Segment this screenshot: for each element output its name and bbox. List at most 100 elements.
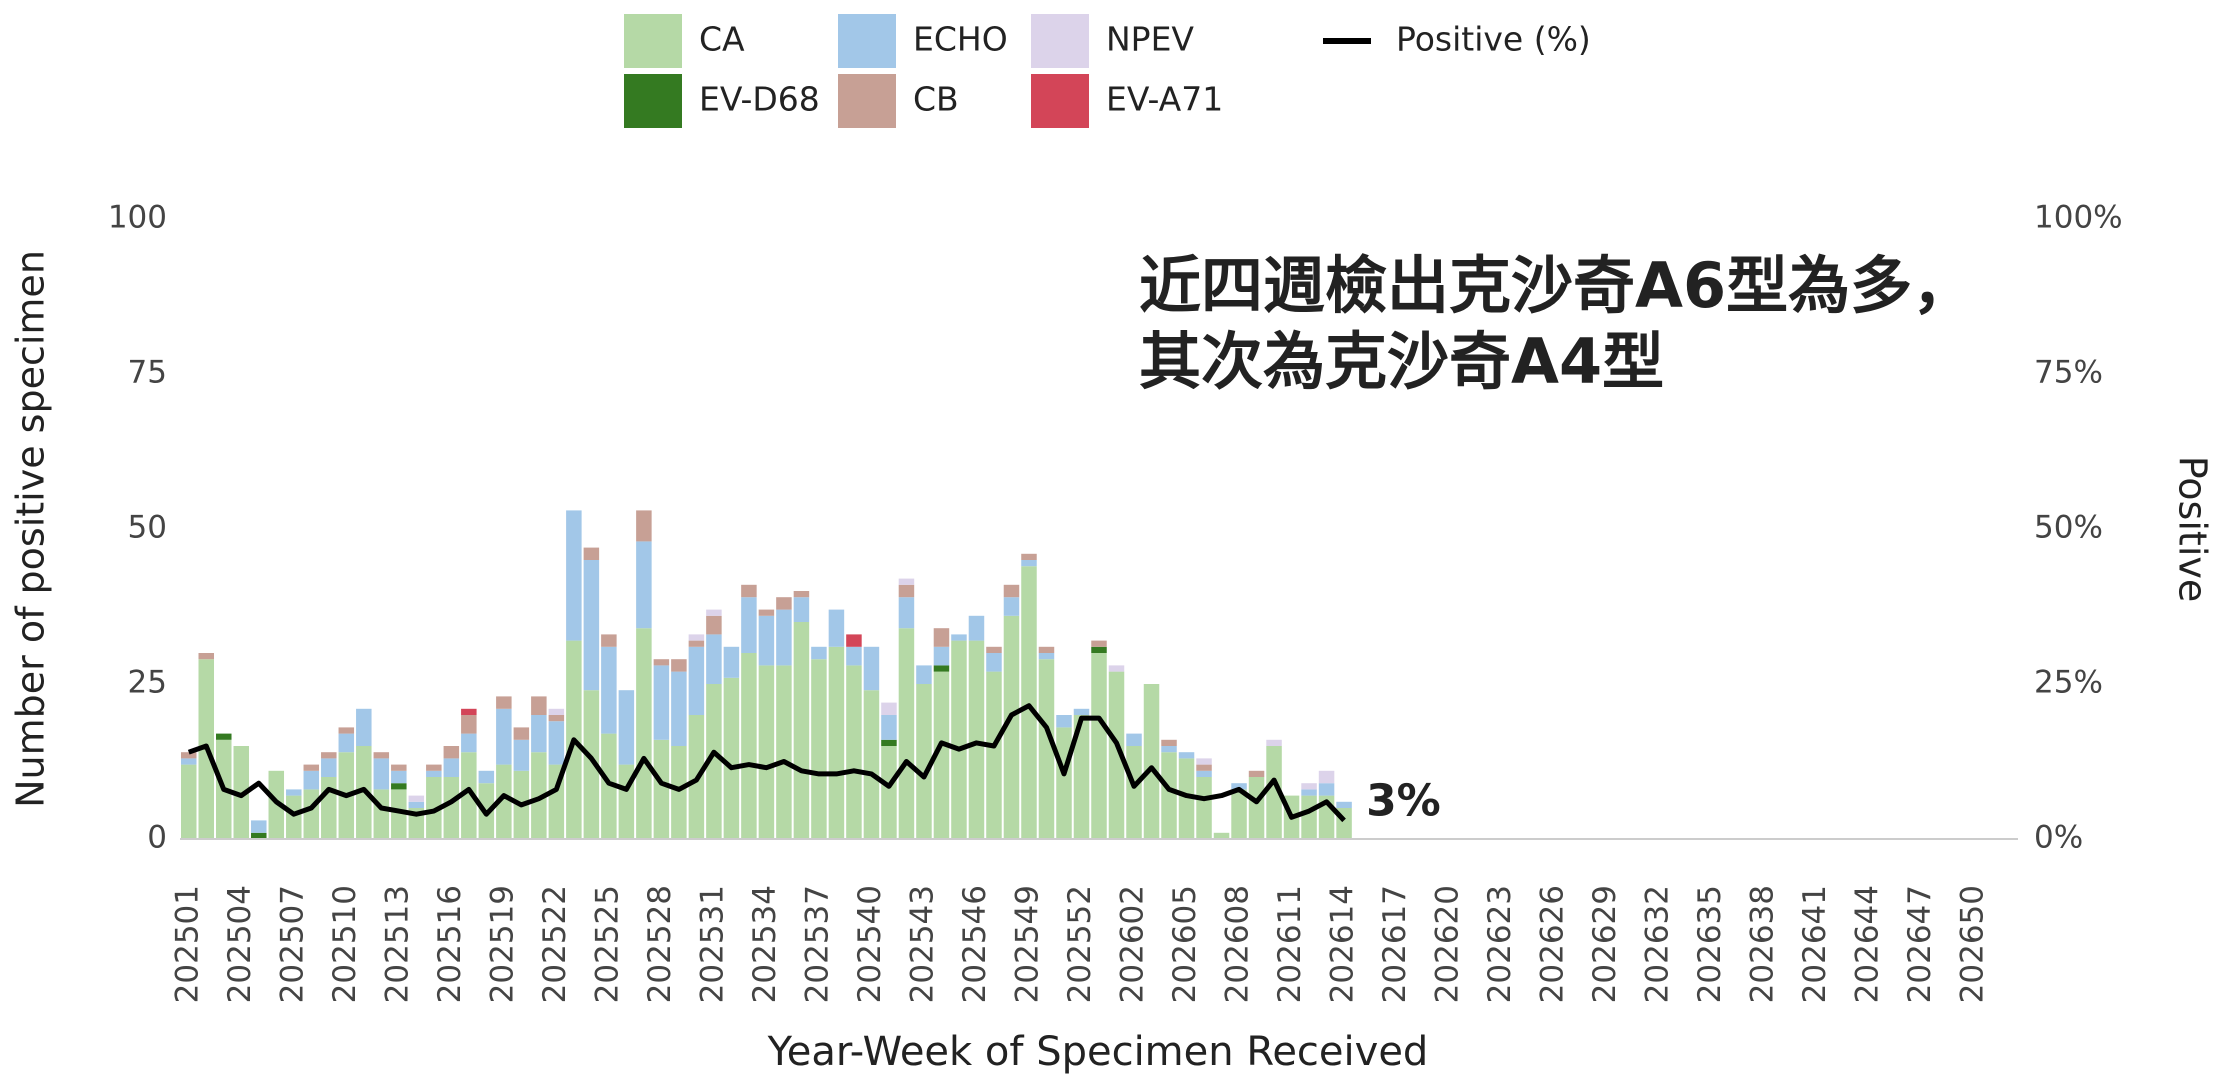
bar-segment (688, 646, 705, 715)
bar-segment (198, 653, 215, 660)
bar-segment (1248, 777, 1265, 839)
bar-segment (601, 634, 617, 647)
bar-segment (391, 783, 407, 790)
bar-segment (653, 659, 670, 666)
bar-segment (951, 640, 967, 839)
bar-segment (758, 615, 775, 666)
x-tick-label: 202608 (1220, 885, 1256, 1003)
x-tick-label: 202611 (1272, 885, 1308, 1003)
bar-segment (863, 690, 880, 839)
bar-segment (636, 628, 652, 839)
bar-segment (496, 696, 512, 709)
bar-segment (671, 659, 687, 672)
bar-segment (881, 715, 897, 740)
bar-segment (671, 746, 687, 839)
bar-segment (338, 733, 355, 753)
bar-segment (986, 646, 1002, 653)
bar-segment (1003, 597, 1020, 616)
bar-segment (1126, 746, 1142, 839)
bar-segment (846, 665, 862, 839)
legend-swatch (624, 14, 682, 68)
bar-segment (723, 677, 740, 839)
bar-segment (1038, 653, 1055, 660)
x-tick-label: 202534 (747, 885, 783, 1003)
bar-segment (321, 752, 337, 759)
x-tick-label: 202644 (1850, 885, 1886, 1003)
bar-segment (846, 634, 862, 647)
bar-segment (1318, 783, 1335, 796)
y-tick-label: 25 (128, 665, 167, 701)
bar-segment (1196, 770, 1212, 777)
bar-segment (741, 597, 757, 653)
x-tick-label: 202546 (957, 885, 993, 1003)
bar-segment (286, 789, 302, 796)
bar-segment (776, 609, 792, 666)
y2-axis-title: Positive (2171, 456, 2215, 603)
bar-segment (513, 727, 530, 740)
bar-segment (1336, 801, 1352, 808)
bar-segment (881, 739, 897, 746)
bar-segment (1021, 553, 1037, 560)
bar-segment (1161, 739, 1177, 746)
x-tick-label: 202501 (169, 885, 205, 1003)
legend-swatch (1031, 14, 1089, 68)
x-tick-label: 202647 (1902, 885, 1938, 1003)
bar-segment (513, 739, 530, 771)
y-tick-label: 0 (147, 820, 167, 856)
y-axis-title: Number of positive specimen (9, 250, 53, 808)
x-tick-label: 202510 (327, 885, 363, 1003)
bar-segment (863, 646, 880, 691)
bar-segment (898, 584, 915, 598)
bar-segment (601, 646, 617, 734)
y2-tick-label: 25% (2034, 665, 2103, 701)
bar-segment (636, 541, 652, 629)
bar-segment (1318, 770, 1335, 784)
bar-segment (986, 671, 1002, 839)
y-tick-label: 75 (128, 355, 167, 391)
bar-segment (426, 770, 442, 777)
bar-segment (1003, 615, 1020, 839)
x-tick-label: 202650 (1955, 885, 1991, 1003)
x-tick-label: 202543 (904, 885, 940, 1003)
legend-swatch (1031, 74, 1089, 128)
bar-segment (1056, 715, 1072, 728)
bar-segment (1038, 646, 1055, 653)
bar-segment (653, 739, 670, 839)
bar-segment (793, 622, 810, 839)
bar-segment (758, 609, 775, 616)
bar-segment (1038, 659, 1055, 839)
bar-segment (461, 733, 477, 753)
x-tick-label: 202516 (432, 885, 468, 1003)
bar-segment (706, 634, 722, 684)
bar-segment (986, 653, 1002, 672)
bar-segment (1021, 560, 1037, 567)
x-tick-label: 202513 (379, 885, 415, 1003)
bar-segment (566, 510, 582, 641)
y-tick-label: 100 (108, 200, 167, 236)
bar-segment (233, 746, 250, 839)
bar-segment (321, 758, 337, 777)
bar-segment (461, 752, 477, 839)
bar-segment (548, 715, 565, 722)
x-tick-label: 202528 (642, 885, 678, 1003)
bar-segment (583, 690, 600, 839)
y2-tick-label: 100% (2034, 200, 2123, 236)
bar-segment (426, 777, 442, 839)
bar-segment (496, 764, 512, 839)
bar-segment (1196, 758, 1212, 765)
bar-segment (688, 640, 705, 647)
bar-segment (1178, 758, 1195, 839)
bar-segment (653, 665, 670, 740)
bar-segment (933, 671, 950, 839)
x-tick-label: 202504 (222, 885, 258, 1003)
bar-segment (933, 646, 950, 666)
bar-segment (443, 777, 460, 839)
bar-segment (391, 789, 407, 839)
bar-segment (601, 733, 617, 839)
legend-label: NPEV (1106, 20, 1194, 59)
bar-segment (181, 764, 197, 839)
x-tick-label: 202537 (799, 885, 835, 1003)
bar-segment (408, 795, 425, 802)
bar-segment (898, 578, 915, 585)
